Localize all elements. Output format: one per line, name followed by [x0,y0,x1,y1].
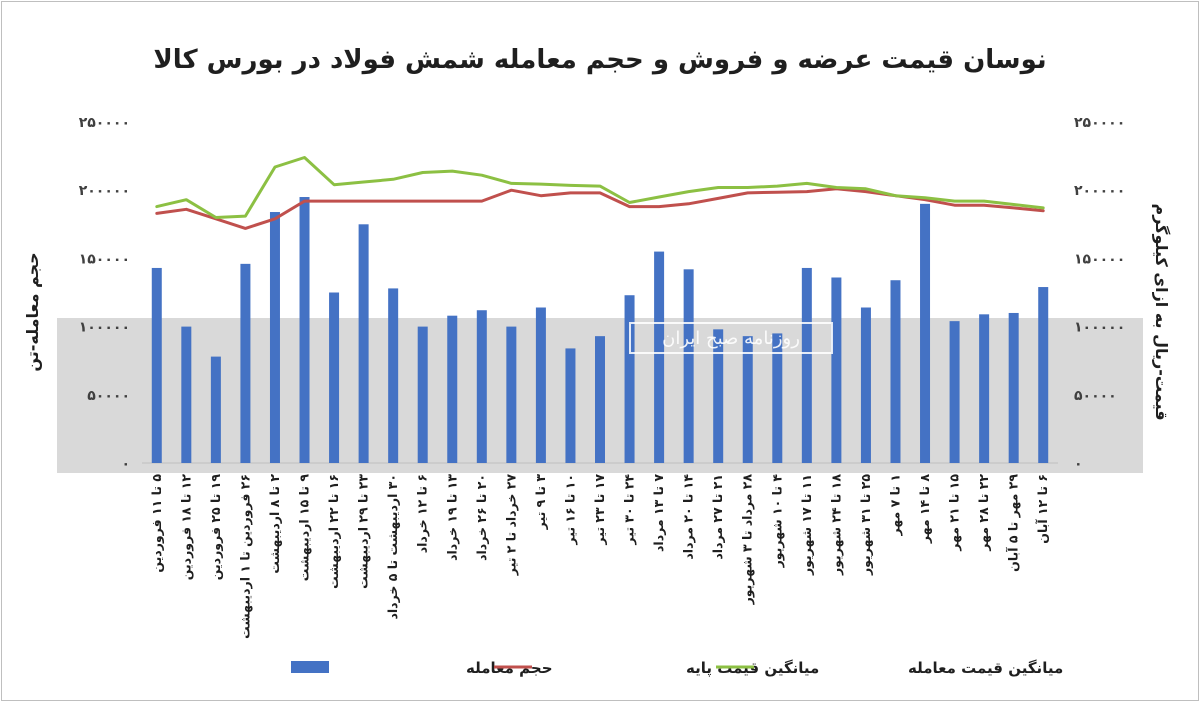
category-label: ۲۴ تا ۳۰ تیر [622,474,637,546]
category-label: ۲۶ فروردین تا ۱ اردیبهشت [237,474,252,639]
left-tick-label: ۱۰۰۰۰۰ [79,320,130,336]
category-label: ۶ تا ۱۲ آبان [1035,474,1050,544]
left-tick-label: ۲۰۰۰۰۰ [79,183,130,199]
category-label: ۲۲ تا ۲۸ مهر [976,474,991,552]
left-tick-label: ۱۵۰۰۰۰ [79,251,130,267]
category-label: ۲ تا ۸ اردیبهشت [267,474,282,574]
category-label: ۳ تا ۹ تیر [533,474,548,531]
category-label: ۸ تا ۱۴ مهر [917,474,932,544]
category-label: ۳۰ اردیبهشت تا ۵ خرداد [385,474,400,620]
bar-volume [506,326,517,463]
line-series-base-price [155,187,1045,230]
right-axis-ticks: ۰ ۵۰۰۰۰ ۱۰۰۰۰۰ ۱۵۰۰۰۰ ۲۰۰۰۰۰ ۲۵۰۰۰۰ [1074,115,1125,472]
right-tick-label: ۵۰۰۰۰ [1074,388,1117,404]
category-label: ۱۱ تا ۱۷ شهریور [799,474,814,576]
right-tick-label: ۰ [1074,456,1083,472]
category-label: ۱۰ تا ۱۶ تیر [563,474,578,546]
category-label: ۲۳ تا ۲۹ اردیبهشت [356,474,371,589]
bar-volume [654,251,665,463]
line-series-trade-price [155,156,1045,219]
bar-volume [683,269,694,463]
category-label: ۶ تا ۱۲ خرداد [415,474,430,553]
bar-volume [595,336,605,463]
left-axis-label: حجم معامله-تن [23,252,42,371]
bar-volume [624,295,635,463]
watermark: روزنامه صبح ایران [629,322,833,354]
bar-volume [1008,312,1019,463]
bar-volume [831,277,842,463]
category-label: ۲۸ مرداد تا ۳ شهریور [740,474,755,606]
bar-volume [565,348,576,463]
bar-volume [269,212,280,463]
right-tick-label: ۱۵۰۰۰۰ [1074,251,1125,267]
category-label: ۱۳ تا ۱۹ خرداد [444,474,459,561]
category-label: ۷ تا ۱۳ مرداد [651,474,666,552]
category-label: ۱۷ تا ۲۳ تیر [592,474,607,546]
bar-volume [299,197,310,463]
category-label: ۴ تا ۱۰ شهریور [769,474,784,569]
category-label: ۲۰ تا ۲۶ خرداد [474,474,489,561]
category-label: ۹ تا ۱۵ اردیبهشت [297,474,312,582]
bar-volume [535,307,546,463]
bar-volume [949,321,960,463]
line-series-group [155,156,1045,230]
right-tick-label: ۱۰۰۰۰۰ [1074,320,1125,336]
left-axis-ticks: ۰ ۵۰۰۰۰ ۱۰۰۰۰۰ ۱۵۰۰۰۰ ۲۰۰۰۰۰ ۲۵۰۰۰۰ [79,115,130,472]
bar-volume [801,267,812,463]
category-label: ۱۹ تا ۲۵ فروردین [208,474,223,581]
bar-volume [151,267,162,463]
bar-volume [388,288,399,463]
watermark-text: روزنامه صبح ایران [662,328,800,349]
bar-volume [417,326,428,463]
bar-volume [920,203,931,463]
bar-volume [181,326,192,463]
bar-volume [210,356,221,463]
right-tick-label: ۲۰۰۰۰۰ [1074,183,1125,199]
bar-volume [476,310,487,463]
watermark-box [629,322,833,354]
bar-volume [860,307,871,463]
category-label: ۱۸ تا ۲۴ شهریور [828,474,843,576]
legend-swatch-volume [291,661,329,673]
left-tick-label: ۰ [121,456,130,472]
category-label: ۲۱ تا ۲۷ مرداد [710,474,725,560]
category-label: ۵ تا ۱۱ فروردین [149,474,164,573]
bar-volume [742,336,753,463]
bar-volume [772,333,783,463]
category-labels: ۵ تا ۱۱ فروردین ۱۲ تا ۱۸ فروردین ۱۹ تا ۲۵ … [149,474,1050,639]
category-label: ۱۵ تا ۲۱ مهر [947,474,962,552]
bar-volume [358,224,369,463]
legend-label: میانگین قیمت معامله [908,659,1063,677]
bar-volume [240,263,251,463]
category-label: ۱۲ تا ۱۸ فروردین [178,474,193,581]
category-label: ۲۷ خرداد تا ۲ تیر [503,474,518,577]
category-label: ۲۵ تا ۳۱ شهریور [858,474,873,576]
chart-title: نوسان قیمت عرضه و فروش و حجم معامله شمش … [153,45,1046,75]
bar-volume [329,292,340,463]
category-label: ۱۴ تا ۲۰ مرداد [681,474,696,560]
bar-volume [890,280,901,463]
right-axis-label: قیمت-ریال به ازای کیلوگرم [1152,203,1171,420]
right-tick-label: ۲۵۰۰۰۰ [1074,115,1125,131]
left-tick-label: ۲۵۰۰۰۰ [79,115,130,131]
bar-series-volume [151,197,1049,463]
bar-volume [979,314,990,463]
bar-volume [713,329,724,463]
category-label: ۱ تا ۷ مهر [888,474,903,537]
category-label: ۱۶ تا ۲۲ اردیبهشت [326,474,341,589]
left-tick-label: ۵۰۰۰۰ [87,388,130,404]
category-label: ۲۹ مهر تا ۵ آبان [1006,474,1021,572]
bar-volume [1038,287,1049,463]
bar-volume [447,315,458,463]
